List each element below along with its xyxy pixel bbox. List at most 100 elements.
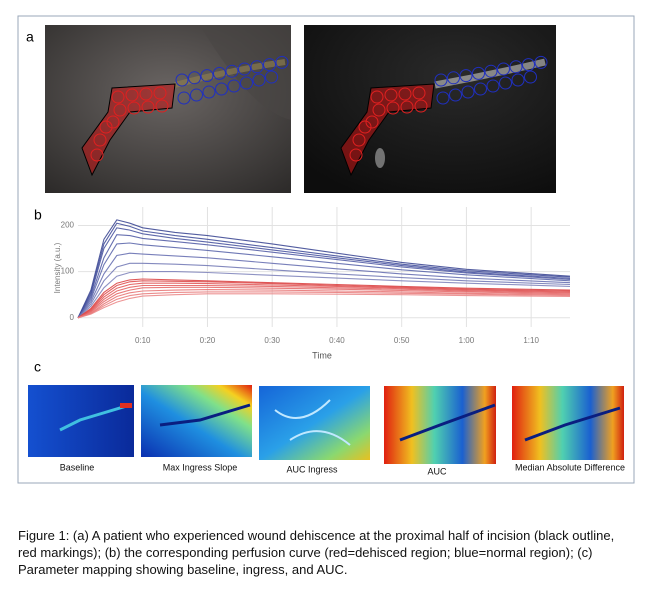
red-marking: [90, 148, 104, 162]
x-tick-label: 0:50: [394, 336, 410, 345]
curve: [77, 271, 571, 319]
blue-marking: [175, 73, 189, 87]
curve: [77, 293, 571, 319]
y-axis-title: Intensity (a.u.): [53, 242, 62, 293]
map-label: Max Ingress Slope: [163, 462, 238, 472]
maps: [28, 385, 624, 464]
blue-marking: [250, 60, 264, 74]
blue-marking: [484, 64, 498, 78]
panel-label: a: [26, 29, 34, 45]
blue-marking: [215, 82, 228, 96]
red-marking: [386, 101, 400, 115]
map-image: [259, 386, 370, 460]
red-marking: [127, 101, 141, 115]
red-marking: [349, 148, 363, 162]
blue-marking: [252, 73, 266, 87]
map-label: Median Absolute Difference: [515, 462, 625, 472]
blue-marking: [459, 69, 473, 83]
red-marking: [398, 87, 412, 101]
plot-area: [78, 207, 570, 327]
dehiscence-outline: [81, 83, 176, 177]
curve: [77, 262, 571, 319]
red-marking: [93, 133, 107, 147]
map-feature: [399, 403, 496, 442]
blue-marking: [240, 76, 253, 90]
blue-marking: [461, 85, 475, 99]
curve: [77, 242, 571, 319]
blue-marking: [511, 73, 525, 87]
dehiscence-outline: [340, 83, 435, 177]
map-feature: [120, 403, 132, 408]
curve: [77, 278, 571, 319]
red-marking: [125, 88, 139, 102]
map-label: Baseline: [60, 462, 95, 472]
y-tick-label: 100: [61, 267, 75, 276]
blue-marking: [509, 60, 523, 74]
red-marking: [370, 90, 384, 104]
figure: a b c Baseline Max Ingress Slope AUC Ing…: [17, 15, 635, 484]
blue-marking: [202, 85, 216, 99]
blue-marking: [534, 55, 548, 69]
red-marking: [352, 133, 366, 147]
panel-label: b: [34, 207, 42, 223]
curve: [77, 280, 571, 319]
blue-marking: [275, 55, 289, 69]
caption: Figure 1: (a) A patient who experienced …: [18, 528, 615, 577]
red-marking: [153, 86, 167, 100]
blue-marking: [263, 58, 276, 72]
map-feature: [524, 406, 621, 442]
blue-marking: [265, 70, 278, 84]
x-tick-label: 1:00: [459, 336, 475, 345]
blue-marking: [190, 88, 203, 102]
photo: [304, 25, 556, 193]
blue-marking: [227, 79, 241, 93]
red-marking: [400, 100, 414, 114]
x-tick-label: 0:30: [264, 336, 280, 345]
map-feature: [159, 403, 251, 427]
blue-marking: [472, 66, 485, 80]
map-feature: [59, 403, 131, 432]
map-feature: [274, 399, 351, 446]
red-marking: [139, 87, 153, 101]
red-marking: [155, 99, 169, 113]
blue-marking: [499, 76, 512, 90]
blue-marking: [200, 69, 214, 83]
blue-marking: [177, 91, 191, 105]
overlay: [81, 55, 289, 177]
map-label: AUC: [427, 466, 447, 476]
red-marking: [141, 100, 155, 114]
x-tick-label: 0:10: [135, 336, 151, 345]
x-tick-label: 1:10: [523, 336, 539, 345]
red-marking: [113, 103, 127, 117]
curve: [77, 284, 571, 319]
red-marking: [111, 90, 125, 104]
map-label: AUC Ingress: [286, 464, 338, 474]
incision: [174, 59, 286, 88]
blue-marking: [188, 71, 201, 85]
photo-shade: [200, 25, 291, 120]
curve: [77, 219, 571, 319]
red-marking: [414, 99, 428, 113]
blue-marking: [524, 70, 537, 84]
blue-marking: [447, 71, 460, 85]
blue-marking: [449, 88, 462, 102]
blue-marking: [497, 62, 510, 76]
curve: [77, 252, 571, 319]
y-tick-label: 200: [61, 221, 75, 230]
red-marking: [106, 115, 120, 129]
photo-panel: [45, 25, 556, 193]
overlay: [340, 55, 548, 177]
panel-label: c: [34, 359, 41, 375]
curve: [77, 282, 571, 319]
blue-marking: [474, 82, 487, 96]
blue-marking: [436, 91, 450, 105]
x-axis-title: Time: [312, 350, 332, 360]
curve: [77, 289, 571, 319]
curve: [77, 234, 571, 319]
curve: [77, 291, 571, 319]
glow: [375, 148, 385, 168]
curve: [77, 227, 571, 319]
curve: [77, 222, 571, 319]
x-tick-label: 0:20: [200, 336, 216, 345]
